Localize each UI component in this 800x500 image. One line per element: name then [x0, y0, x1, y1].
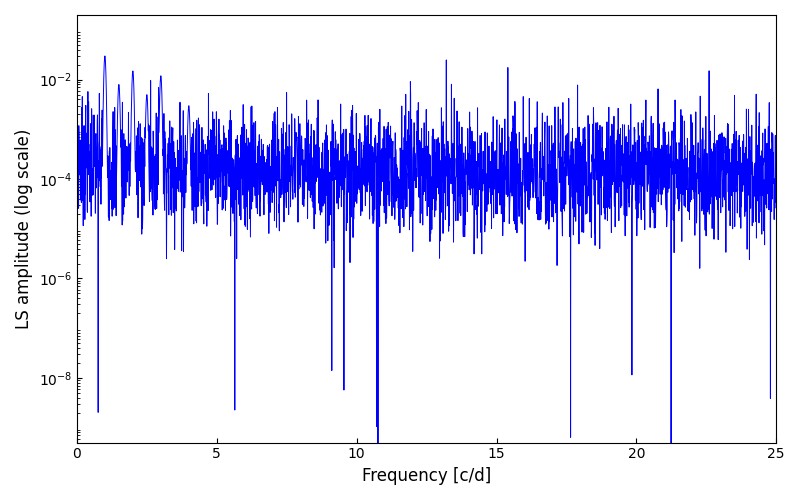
Y-axis label: LS amplitude (log scale): LS amplitude (log scale)	[15, 128, 33, 329]
X-axis label: Frequency [c/d]: Frequency [c/d]	[362, 467, 491, 485]
